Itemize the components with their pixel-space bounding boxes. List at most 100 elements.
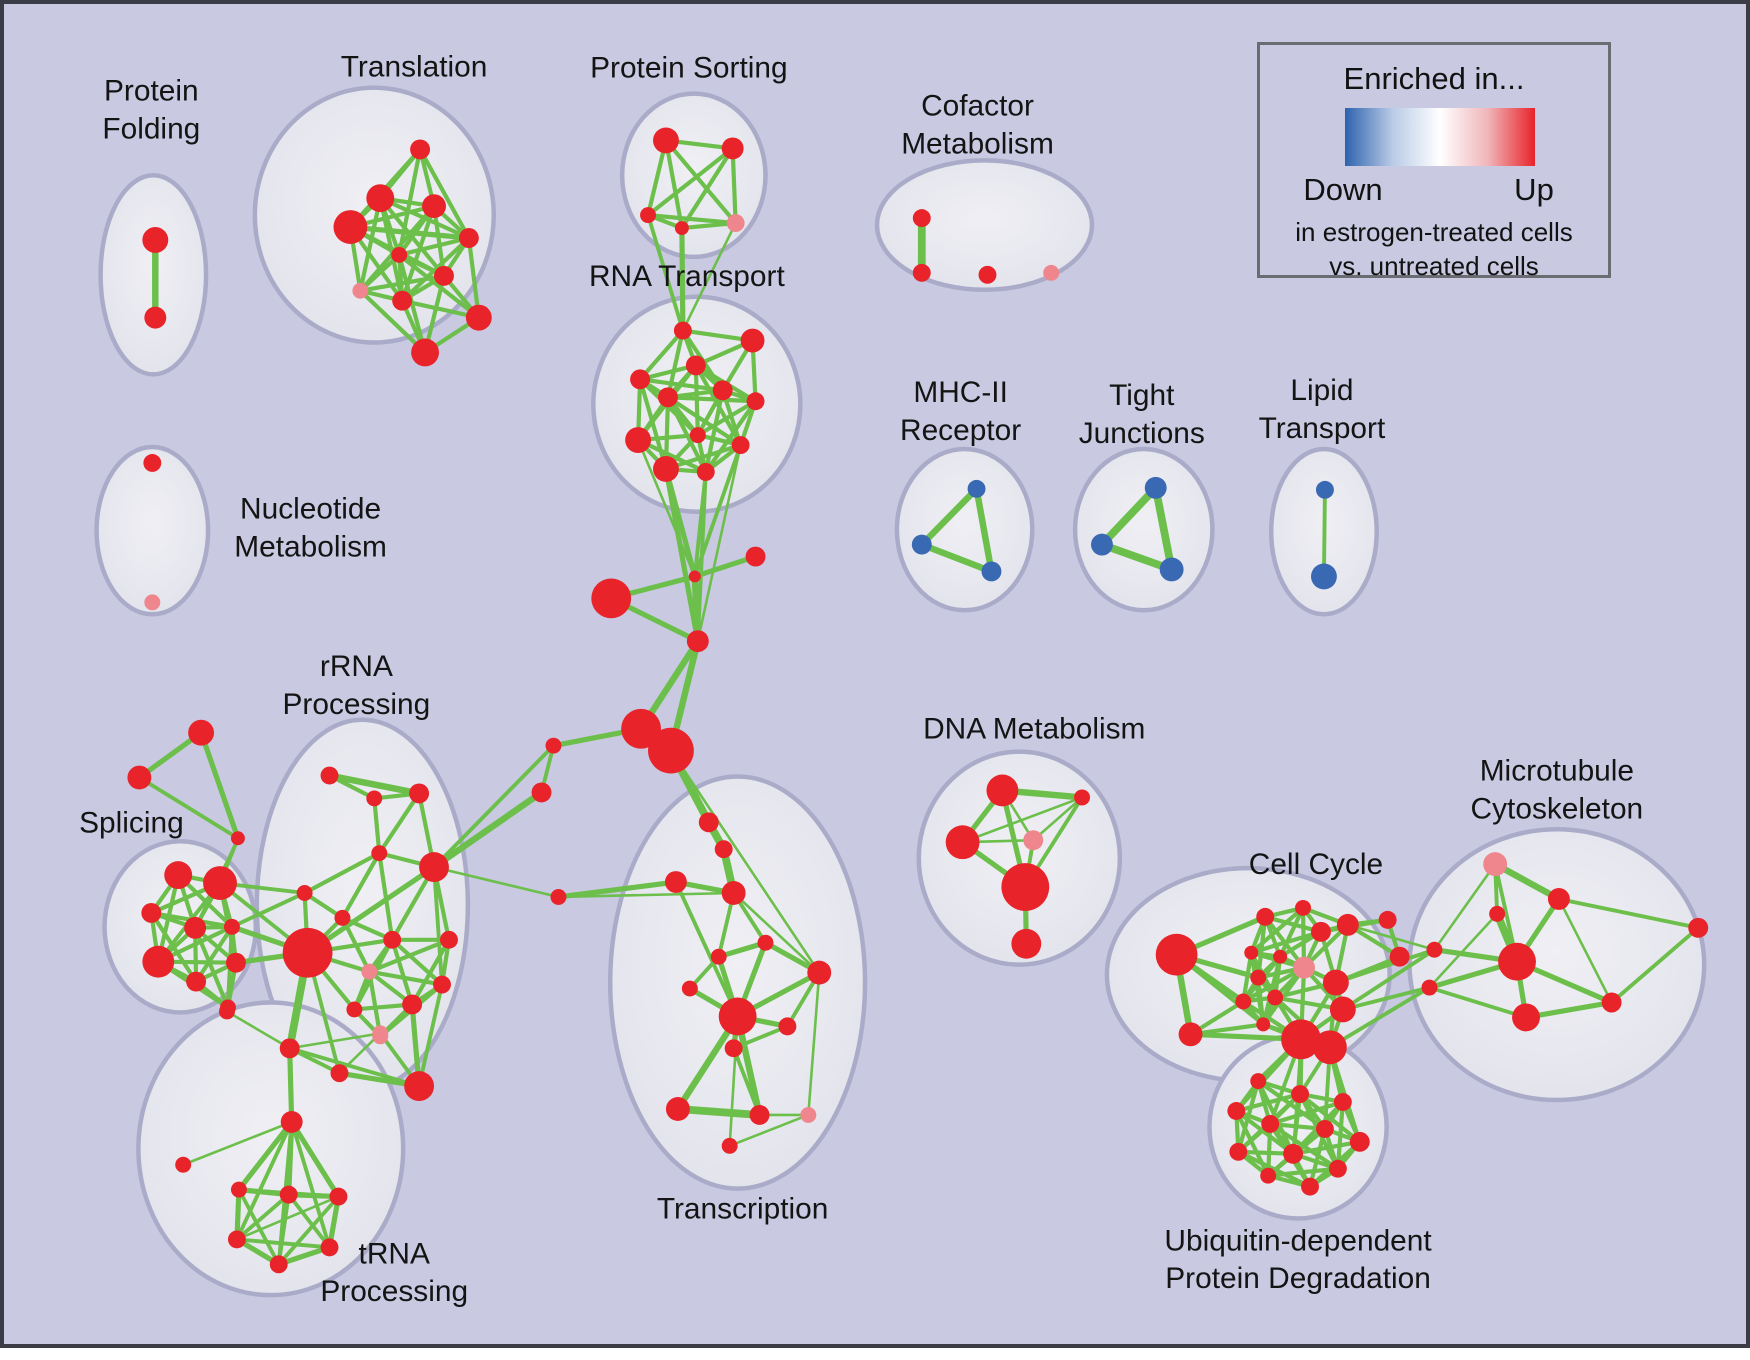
cell-cycle-node-18 — [1389, 946, 1410, 967]
network-edge — [703, 389, 725, 473]
transcription-node-2 — [664, 871, 687, 893]
microtubule-cytoskeleton-node-2 — [1547, 888, 1570, 910]
transcription-node-11 — [665, 1097, 690, 1121]
network-edge — [695, 471, 708, 642]
translation-node-2 — [422, 194, 446, 219]
network-edge — [289, 1046, 420, 1088]
network-edge — [558, 891, 734, 899]
transcription-node-1 — [714, 840, 733, 859]
network-edge — [1558, 897, 1699, 930]
network-edge — [646, 214, 685, 332]
cell-cycle-node-8 — [1293, 956, 1315, 979]
network-edge — [358, 253, 401, 293]
rna-transport-node-8 — [689, 427, 706, 444]
network-edge — [1032, 796, 1083, 842]
network-edge — [1610, 926, 1700, 1004]
cell-cycle-node-9 — [1250, 969, 1267, 986]
network-edge — [679, 228, 686, 331]
network-edge — [1557, 898, 1613, 1004]
ubiquitin-degradation-node-7 — [1283, 1143, 1304, 1164]
network-edge — [1525, 999, 1613, 1020]
network-edge — [663, 468, 701, 642]
ubiquitin-degradation-node-4 — [1261, 1114, 1280, 1133]
ubiquitin-degradation-node-11 — [1349, 1131, 1370, 1152]
legend-title: Enriched in... — [1343, 61, 1525, 96]
trna-processing-node-7 — [230, 1181, 247, 1198]
connector-trail-node-3 — [686, 630, 709, 653]
microtubule-cytoskeleton-node-3 — [1498, 942, 1536, 981]
rrna-processing-node-8 — [361, 963, 378, 980]
legend-subtitle-line2: vs. untreated cells — [1329, 251, 1539, 281]
rna-transport-node-9 — [731, 436, 750, 455]
rrna-processing-node-6 — [334, 909, 351, 926]
network-edge — [677, 1105, 760, 1119]
dna-metabolism-node-5 — [1011, 928, 1042, 959]
network-edge — [807, 972, 821, 1116]
network-edge — [558, 879, 677, 900]
network-edge — [287, 1193, 332, 1249]
rrna-processing-node-7 — [383, 930, 402, 949]
network-edge — [1292, 1139, 1361, 1156]
cell-cycle-node-14 — [1256, 1017, 1271, 1032]
splicing-triangle-node-2 — [230, 831, 245, 846]
network-edge — [226, 1010, 291, 1050]
network-edge — [638, 329, 685, 381]
rrna-processing-node-11 — [402, 994, 423, 1015]
network-edge — [674, 881, 740, 1018]
cell-cycle-node-6 — [1244, 945, 1259, 960]
network-nodes — [127, 127, 1709, 1274]
cofactor-metabolism-ellipse — [874, 158, 1095, 293]
cell-cycle-node-7 — [1273, 949, 1288, 964]
trna-processing-node-0 — [279, 1038, 300, 1059]
network-edge — [681, 222, 737, 332]
connector-trail-node-7 — [531, 782, 552, 803]
splicing-node-1 — [203, 866, 237, 900]
network-edge — [231, 891, 306, 929]
rrna-processing-node-12 — [439, 930, 458, 949]
network-edge — [1235, 1092, 1301, 1114]
network-edge — [1250, 929, 1322, 955]
dna-metabolism-node-4 — [1001, 863, 1050, 911]
network-edge — [328, 772, 420, 797]
connector-trail-node-1 — [745, 546, 766, 567]
mhc-ii-receptor-ellipse — [894, 446, 1035, 613]
rna-transport-node-3 — [630, 369, 651, 390]
mhc-ii-receptor-node-0 — [967, 479, 986, 498]
enrichment-map-svg: Protein Folding Translation Protein Sorting… — [79, 51, 1709, 1308]
trna-processing-node-12 — [269, 1255, 288, 1274]
trna-processing-node-5 — [280, 1110, 303, 1133]
cell-cycle-node-17 — [1378, 910, 1397, 929]
network-edge — [639, 377, 723, 393]
network-edge — [276, 1194, 291, 1265]
translation-node-1 — [366, 184, 395, 213]
rrna-processing-node-9 — [346, 1001, 363, 1018]
cell-cycle-node-11 — [1267, 989, 1284, 1006]
microtubule-cytoskeleton-node-0 — [1483, 852, 1508, 877]
network-edge — [138, 775, 239, 840]
tight-junctions-node-1 — [1091, 533, 1113, 556]
translation-node-5 — [458, 228, 479, 248]
tight-junctions-ellipse — [1072, 446, 1215, 613]
protein-sorting-node-1 — [721, 137, 744, 160]
cofactor-metabolism-node-0 — [912, 209, 931, 228]
network-edge — [289, 1032, 381, 1050]
network-edge — [1428, 913, 1499, 989]
dna-metabolism-label: DNA Metabolism — [923, 713, 1145, 746]
splicing-label: Splicing — [79, 806, 184, 839]
network-edge — [1099, 485, 1159, 548]
protein-sorting-label: Protein Sorting — [590, 52, 788, 85]
network-edge — [728, 1016, 739, 1146]
legend-down-label: Down — [1303, 172, 1383, 207]
dna-metabolism-node-3 — [1023, 830, 1044, 851]
connector-trail-node-2 — [591, 578, 632, 619]
protein-sorting-node-0 — [653, 127, 679, 154]
rna-transport-node-0 — [673, 321, 692, 340]
network-edge — [1321, 489, 1327, 577]
network-edge — [303, 851, 381, 895]
network-edge — [694, 554, 757, 579]
rrna-processing-node-5 — [282, 927, 333, 978]
network-edge — [732, 892, 821, 974]
connector-trail-node-0 — [688, 570, 701, 583]
network-edge — [973, 488, 995, 573]
